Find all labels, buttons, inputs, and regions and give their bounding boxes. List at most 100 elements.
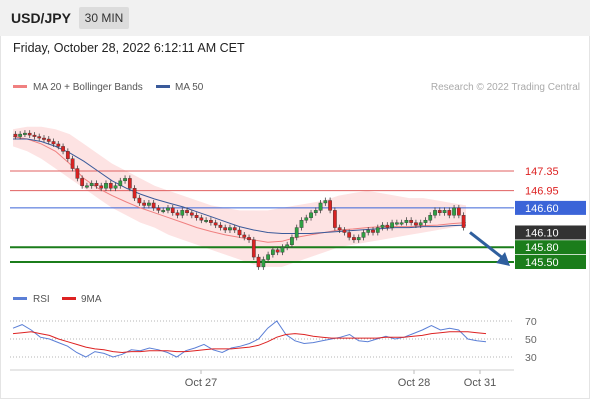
chart-datetime: Friday, October 28, 2022 6:12:11 AM CET — [13, 41, 245, 55]
candle-body — [13, 133, 18, 137]
rsi-ma-line — [12, 331, 487, 354]
candle-body — [361, 232, 366, 238]
rsi-ma-legend-swatch — [62, 297, 76, 300]
candle-body — [332, 210, 337, 228]
level-badge-146.10 — [515, 225, 586, 240]
candle-body — [132, 188, 137, 199]
candle-body — [318, 202, 323, 211]
candle-body — [137, 197, 142, 204]
candle-body — [266, 254, 270, 260]
candle-body — [271, 249, 275, 255]
candle-body — [80, 178, 85, 186]
candle-body — [452, 207, 456, 216]
level-badge-146.60 — [515, 200, 586, 215]
ma20-legend-swatch — [13, 85, 27, 88]
ma50-legend-swatch — [156, 85, 170, 88]
rsi-ma-legend-label: 9MA — [81, 294, 102, 305]
candle-body — [218, 224, 223, 228]
candle-body — [37, 136, 42, 139]
candle-body — [447, 210, 452, 216]
level-badge-145.50 — [515, 255, 586, 269]
candle-body — [304, 217, 309, 221]
forecast-arrow-shaft — [469, 231, 505, 261]
candle-body — [247, 237, 251, 241]
candle-body — [285, 244, 290, 248]
candle-body — [380, 224, 385, 228]
candle-body — [108, 183, 113, 189]
candle-body — [89, 183, 94, 186]
candle-body — [251, 239, 256, 258]
candle-body — [442, 210, 447, 214]
candle-body — [166, 207, 170, 211]
candle-body — [194, 215, 199, 218]
symbol-title: USD/JPY — [11, 10, 71, 26]
timeframe-button[interactable]: 30 MIN — [79, 7, 129, 29]
rsi-line — [12, 320, 487, 358]
level-label-146.10: 146.10 — [525, 227, 559, 239]
forecast-arrow-head — [496, 252, 510, 266]
candle-body — [104, 183, 108, 189]
candle-body — [151, 202, 156, 209]
candle-body — [23, 132, 27, 135]
level-labels-layer: 147.35 146.95 146.60 146.10 145.80 145.50 — [515, 166, 586, 269]
candle-body — [347, 232, 352, 238]
candle-body — [337, 227, 342, 231]
candle-body — [433, 210, 437, 216]
candle-body — [390, 222, 394, 228]
time-axis-ticks: Oct 27 Oct 28 Oct 31 — [185, 370, 496, 389]
rsi-tick-label: 30 — [525, 352, 537, 364]
candle-body — [309, 212, 313, 218]
candle-body — [280, 247, 285, 253]
level-label-146.60: 146.60 — [525, 203, 559, 215]
candle-body — [75, 168, 80, 179]
candle-body — [313, 210, 318, 214]
candle-body — [423, 219, 428, 223]
candle-body — [70, 158, 75, 169]
candle-body — [209, 219, 213, 223]
level-lines-layer — [10, 170, 514, 263]
candle-body — [18, 133, 23, 137]
credit-label: Research © 2022 Trading Central — [431, 82, 580, 93]
candle-body — [61, 146, 65, 152]
candle-body — [51, 141, 56, 145]
candle-body — [261, 259, 266, 268]
candle-body — [85, 185, 89, 188]
candle-body — [123, 178, 127, 182]
candle-body — [414, 222, 418, 226]
candle-body — [323, 200, 328, 204]
rsi-legend-swatch — [13, 297, 27, 300]
candle-body — [185, 210, 189, 214]
candle-body — [142, 202, 147, 206]
candle-body — [99, 185, 104, 189]
candle-body — [342, 229, 347, 233]
candle-body — [161, 210, 166, 213]
rsi-legend-label: RSI — [33, 294, 50, 305]
candle-body — [371, 229, 375, 233]
candle-body — [127, 178, 132, 189]
level-badge-145.80 — [515, 240, 586, 255]
level-label-145.80: 145.80 — [525, 242, 559, 254]
candle-body — [256, 256, 261, 268]
candle-body — [328, 200, 332, 211]
candle-body — [56, 143, 61, 147]
candle-body — [418, 222, 423, 226]
candle-body — [65, 151, 70, 159]
ma50-line — [13, 138, 467, 234]
candle-body — [199, 217, 204, 221]
candle-body — [46, 138, 51, 142]
candle-body — [409, 219, 414, 223]
bollinger-band-layer — [13, 126, 466, 267]
candle-body — [385, 224, 390, 228]
candle-body — [189, 212, 194, 216]
level-label-145.50: 145.50 — [525, 257, 559, 269]
candle-body — [113, 185, 118, 189]
candle-body — [175, 212, 180, 216]
candle-body — [294, 227, 299, 238]
candle-body — [299, 219, 304, 228]
x-tick-label: Oct 31 — [464, 377, 496, 389]
candle-body — [237, 229, 242, 236]
candle-body — [399, 222, 404, 225]
candle-body — [180, 210, 185, 216]
